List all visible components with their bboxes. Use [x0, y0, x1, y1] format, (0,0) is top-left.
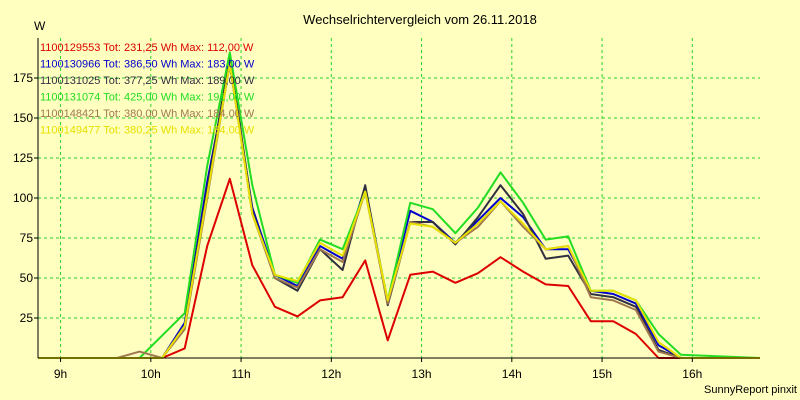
chart-title: Wechselrichtervergleich vom 26.11.2018: [303, 12, 537, 27]
x-tick-label: 11h: [231, 367, 250, 381]
y-tick-label: 175: [13, 71, 33, 85]
y-axis-unit-label: W: [34, 19, 46, 33]
series-line-1100129553: [38, 177, 760, 359]
legend: 1100129553 Tot: 231,25 Wh Max: 112,00 W 1…: [40, 42, 255, 137]
legend-entry-1100131074: 1100131074 Tot: 425,00 Wh Max: 191,00 W: [40, 92, 255, 104]
x-tick-label: 10h: [141, 367, 161, 381]
x-tick-label: 16h: [682, 367, 702, 381]
footer-credit: SunnyReport pinxit: [704, 384, 797, 396]
y-tick-label: 100: [13, 191, 33, 205]
x-tick-label: 14h: [502, 367, 522, 381]
x-tick-label: 9h: [54, 367, 67, 381]
legend-entry-1100129553: 1100129553 Tot: 231,25 Wh Max: 112,00 W: [40, 42, 254, 54]
axes: 9h 10h 11h 12h 13h 14h 15h 16h 25 50 75 100 125 150 17…: [13, 38, 760, 381]
legend-entry-1100130966: 1100130966 Tot: 386,50 Wh Max: 183,00 W: [40, 59, 255, 71]
series-lines: [38, 51, 761, 359]
x-tick-label: 13h: [412, 367, 432, 381]
y-tick-label: 75: [20, 231, 34, 245]
legend-entry-1100148421: 1100148421 Tot: 380,00 Wh Max: 184,00 W: [40, 108, 255, 120]
series-line-1100148421: [38, 62, 760, 359]
y-tick-label: 150: [13, 111, 33, 125]
y-tick-label: 125: [13, 151, 33, 165]
series-line-1100149477: [38, 62, 760, 359]
legend-entry-1100149477: 1100149477 Tot: 380,25 Wh Max: 184,00 W: [40, 125, 255, 137]
y-tick-label: 50: [20, 271, 34, 285]
x-tick-label: 15h: [592, 367, 612, 381]
legend-entry-1100131025: 1100131025 Tot: 377,25 Wh Max: 189,00 W: [40, 75, 255, 87]
gridlines: [38, 38, 760, 358]
y-tick-label: 25: [20, 311, 34, 325]
x-tick-label: 12h: [321, 367, 341, 381]
